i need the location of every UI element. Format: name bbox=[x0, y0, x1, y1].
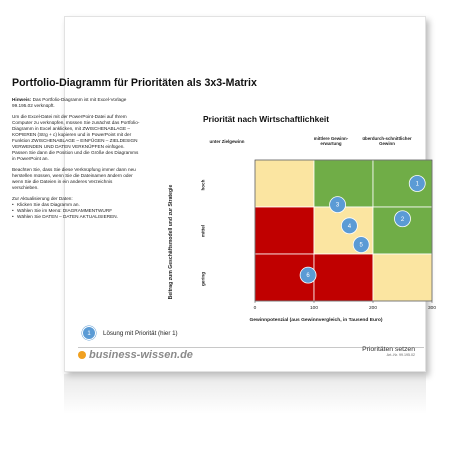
column-header-mid: mittlere Gewinn-erwartung bbox=[313, 136, 349, 146]
bubble-label: 4 bbox=[348, 224, 352, 230]
bubble-label: 5 bbox=[360, 243, 364, 249]
hint-text: Das Portfolio-Diagramm ist mit Excel-Vor… bbox=[12, 97, 127, 108]
row-label-low: gering bbox=[200, 271, 206, 286]
brand-dot-icon bbox=[78, 351, 86, 360]
priority-bubble[interactable] bbox=[340, 217, 358, 235]
page-reflection bbox=[64, 374, 426, 414]
footer-divider bbox=[78, 347, 424, 348]
update-step: Wählen Sie im Menü: DIAGRAMMENTWURF bbox=[12, 208, 140, 214]
priority-bubble[interactable] bbox=[394, 210, 411, 228]
x-tick-label: 200 bbox=[369, 305, 377, 311]
matrix-cell-yellow bbox=[254, 159, 315, 208]
bubble-label: 3 bbox=[336, 203, 340, 209]
row-label-high: hoch bbox=[200, 179, 206, 191]
footer-info: Prioritäten setzen Art.-Nr. 99.195.02 bbox=[362, 346, 415, 357]
footer-title: Prioritäten setzen bbox=[362, 346, 415, 353]
column-header-low: unter Zielgewinn bbox=[209, 139, 245, 144]
x-axis-title: Gewinnpotenzial (aus Gewinnvergleich, in… bbox=[249, 318, 383, 323]
matrix-cell-red bbox=[254, 206, 315, 255]
row-label-mid: mittel bbox=[200, 224, 206, 238]
brand-logo[interactable]: business-wissen.de bbox=[78, 349, 193, 361]
update-step: Wählen Sie DATEN – DATEN AKTUALISIEREN. bbox=[12, 214, 140, 220]
column-header-high: überdurch-schnittlicher Gewinn bbox=[362, 136, 412, 146]
article-number: Art.-Nr. 99.195.02 bbox=[386, 353, 415, 357]
link-note: Beachten Sie, dass Sie diese Verknüpfung… bbox=[12, 167, 136, 190]
hint-label: Hinweis: bbox=[12, 97, 32, 102]
x-tick-label: 100 bbox=[310, 305, 318, 311]
priority-bubble[interactable] bbox=[329, 196, 347, 214]
matrix-cell-yellow bbox=[372, 253, 433, 302]
legend-text: Lösung mit Priorität (hier 1) bbox=[103, 330, 178, 337]
copy-instructions: Um die Excel-Datei mit der PowerPoint-Da… bbox=[12, 114, 140, 161]
bubble-label: 2 bbox=[401, 217, 405, 223]
document-title: Portfolio-Diagramm für Prioritäten als 3… bbox=[12, 77, 257, 89]
bubble-label: 1 bbox=[416, 182, 420, 188]
hint-paragraph: Hinweis: Das Portfolio-Diagramm ist mit … bbox=[12, 97, 140, 109]
update-heading: Zur Aktualisierung der Daten: bbox=[12, 196, 73, 201]
priority-bubble[interactable] bbox=[408, 175, 426, 192]
matrix-cell-red bbox=[313, 253, 374, 302]
y-axis-title: Beitrag zum Geschäftsmodell und zur Stra… bbox=[168, 184, 174, 300]
x-tick-label: 0 bbox=[254, 305, 257, 311]
brand-name: business-wissen.de bbox=[89, 349, 193, 361]
update-step: Klicken Sie das Diagramm an. bbox=[12, 202, 140, 208]
instructions-column: Hinweis: Das Portfolio-Diagramm ist mit … bbox=[12, 97, 140, 220]
plot-frame bbox=[254, 159, 433, 302]
bubble-label: 6 bbox=[306, 273, 310, 279]
update-steps-list: Klicken Sie das Diagramm an. Wählen Sie … bbox=[12, 202, 140, 220]
x-tick-label: 300 bbox=[428, 305, 436, 311]
priority-bubble[interactable] bbox=[299, 266, 317, 284]
legend-bubble-icon: 1 bbox=[82, 326, 96, 340]
chart-title: Priorität nach Wirtschaftlichkeit bbox=[202, 114, 330, 124]
priority-bubble[interactable] bbox=[352, 236, 370, 254]
